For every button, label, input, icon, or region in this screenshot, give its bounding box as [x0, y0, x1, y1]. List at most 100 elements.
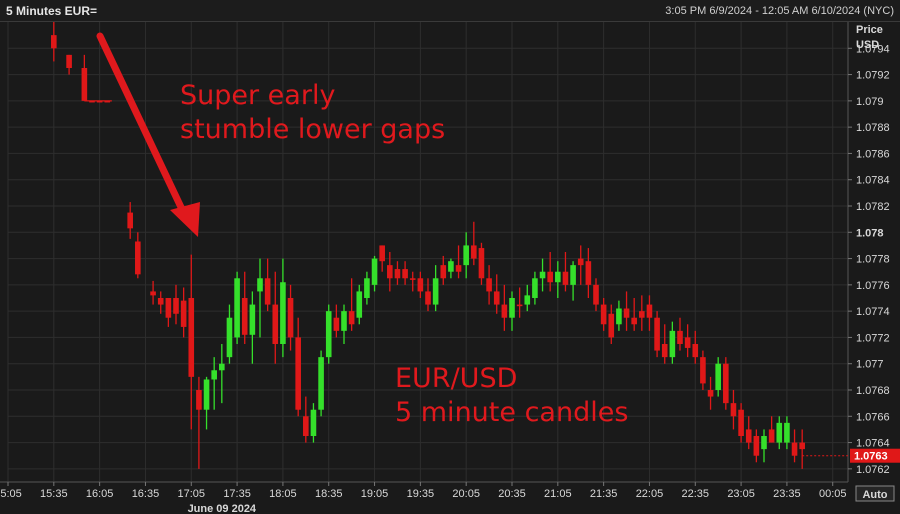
candle [707, 376, 714, 410]
candle-body [570, 265, 576, 285]
candle-body [524, 295, 531, 305]
candle-body [318, 357, 324, 410]
candle-body [219, 363, 225, 371]
candle-body [623, 308, 630, 318]
candle-body [425, 291, 431, 305]
candle [715, 357, 721, 397]
y-tick-label: 1.077 [856, 359, 884, 371]
candle [303, 396, 309, 443]
x-tick-label: 15:05 [0, 488, 22, 500]
y-axis-title-line: Price [856, 24, 883, 36]
candle [81, 54, 88, 101]
candle [654, 311, 660, 358]
y-tick-label: 1.0784 [856, 175, 890, 187]
candle-body [295, 337, 301, 410]
candle [402, 261, 408, 285]
candle-body [555, 271, 561, 283]
candle [608, 304, 615, 344]
candle [539, 258, 546, 292]
candle-body [745, 429, 752, 443]
candle-body [547, 271, 553, 283]
candle-body [180, 300, 187, 327]
candle [318, 350, 324, 417]
y-tick-label: 1.0774 [856, 306, 890, 318]
candle-body [287, 298, 294, 338]
candle-body [677, 330, 683, 344]
candle-body [211, 370, 217, 380]
candle [646, 295, 653, 331]
candle [761, 429, 767, 463]
candle-body [226, 317, 233, 358]
candle-body [432, 278, 439, 305]
candle-body [51, 35, 57, 49]
candle-body [409, 278, 416, 280]
candle [791, 429, 798, 463]
y-tick-label: 1.0786 [856, 148, 890, 160]
candle [379, 245, 385, 272]
candle-body [394, 269, 401, 279]
candle-body [272, 304, 279, 344]
candle [501, 284, 508, 331]
x-tick-label: 16:35 [132, 488, 160, 500]
candle-body [387, 265, 393, 279]
candle [723, 357, 729, 410]
candle-body [684, 337, 691, 348]
candles [51, 22, 805, 469]
candle [478, 242, 485, 285]
candle-body [310, 409, 317, 436]
candle [364, 271, 370, 305]
x-tick-label: 23:35 [773, 488, 801, 500]
candle-body [348, 311, 355, 325]
candle-body [471, 245, 477, 259]
candle [593, 278, 599, 312]
candle [562, 252, 569, 292]
candle [677, 317, 683, 351]
candle-body [791, 442, 798, 456]
candle [516, 287, 523, 318]
annotation-text: 5 minute candles [395, 397, 628, 428]
candle-body [135, 241, 141, 275]
candle [394, 261, 401, 285]
chart-header: 5 Minutes EUR= 3:05 PM 6/9/2024 - 12:05 … [0, 0, 900, 22]
candle-body [768, 429, 775, 443]
candle-body [493, 291, 500, 305]
annotation-text: Super early [180, 80, 335, 111]
x-tick-label: 22:05 [636, 488, 664, 500]
candle [272, 271, 279, 364]
candle-body [501, 304, 508, 318]
auto-button[interactable] [855, 485, 895, 502]
x-tick-label: 20:35 [498, 488, 526, 500]
x-tick-label: 21:05 [544, 488, 572, 500]
candle-body [577, 258, 584, 266]
candle [692, 330, 699, 364]
candle-body [562, 271, 569, 285]
candle-body [173, 298, 179, 314]
x-tick-label: 23:05 [727, 488, 755, 500]
candle-body [539, 271, 546, 279]
candle [493, 274, 500, 314]
candle [585, 248, 592, 298]
candle [738, 403, 744, 443]
x-tick-label: 19:35 [407, 488, 435, 500]
candle-body [616, 308, 622, 325]
candle-body [738, 409, 744, 436]
candle-body [89, 100, 95, 103]
candle-body [654, 317, 660, 351]
candle-body [661, 344, 668, 358]
candle-body [700, 357, 706, 384]
candle-body [669, 330, 676, 358]
y-tick-label: 1.0764 [856, 438, 890, 450]
y-tick-label: 1.0766 [856, 411, 890, 423]
candle [325, 304, 332, 364]
candle [448, 258, 454, 279]
candle [768, 416, 775, 443]
candle [51, 22, 57, 62]
candle [104, 100, 111, 103]
x-tick-label: 00:05 [819, 488, 847, 500]
candle-body [463, 245, 469, 266]
candle-body [341, 311, 347, 331]
x-tick-label: 19:05 [361, 488, 389, 500]
